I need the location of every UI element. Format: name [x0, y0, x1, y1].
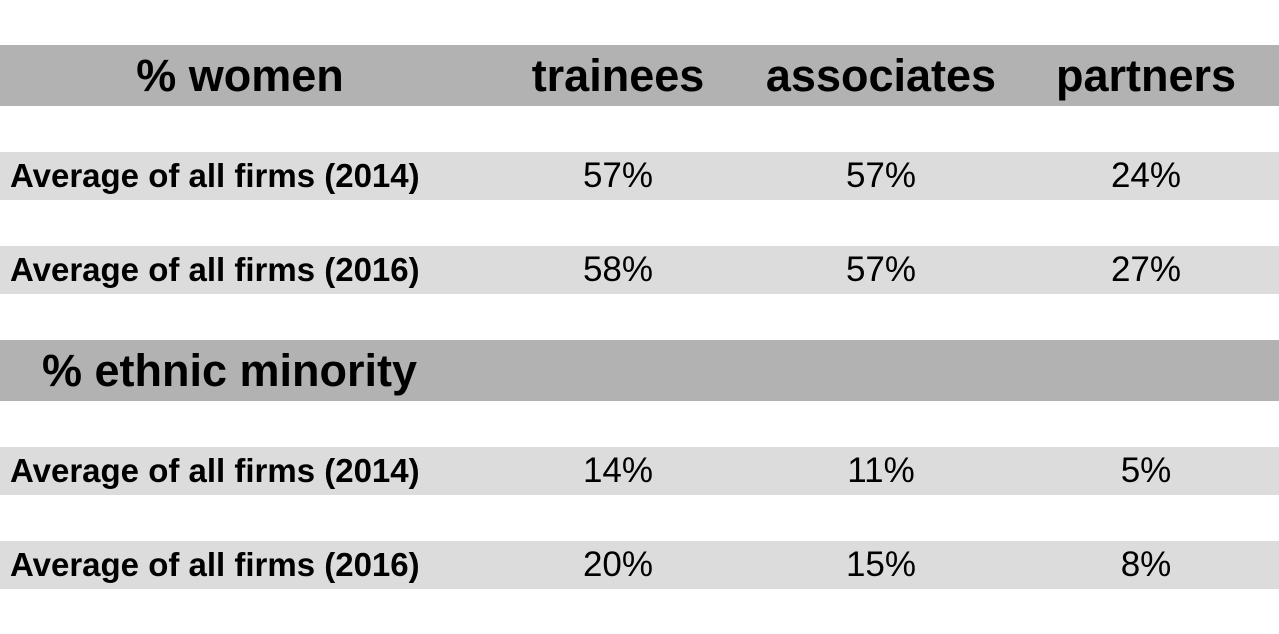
row-label: Average of all firms (2016)	[10, 251, 420, 288]
column-header-associates: associates	[765, 49, 997, 101]
table-row: Average of all firms (2016) 20% 15% 8%	[0, 541, 1279, 589]
cell-trainees: 20%	[582, 545, 654, 584]
row-label: Average of all firms (2014)	[10, 157, 420, 194]
section-header-women: % women trainees associates partners	[0, 45, 1279, 106]
section-header-ethnic-minority: % ethnic minority	[0, 340, 1279, 401]
cell-associates: 57%	[845, 250, 917, 289]
cell-partners: 5%	[1120, 451, 1172, 490]
cell-partners: 24%	[1110, 156, 1182, 195]
section-title: % women	[136, 49, 344, 101]
cell-trainees: 57%	[582, 156, 654, 195]
cell-associates: 57%	[845, 156, 917, 195]
table-row: Average of all firms (2014) 14% 11% 5%	[0, 447, 1279, 495]
row-label: Average of all firms (2014)	[10, 452, 420, 489]
table-row: Average of all firms (2014) 57% 57% 24%	[0, 152, 1279, 200]
cell-trainees: 14%	[582, 451, 654, 490]
row-label: Average of all firms (2016)	[10, 546, 420, 583]
column-header-trainees: trainees	[531, 49, 705, 101]
cell-partners: 8%	[1120, 545, 1172, 584]
cell-partners: 27%	[1110, 250, 1182, 289]
cell-trainees: 58%	[582, 250, 654, 289]
cell-associates: 11%	[847, 451, 915, 490]
column-header-partners: partners	[1055, 49, 1237, 101]
table-row: Average of all firms (2016) 58% 57% 27%	[0, 246, 1279, 294]
section-title: % ethnic minority	[42, 344, 418, 396]
cell-associates: 15%	[845, 545, 917, 584]
